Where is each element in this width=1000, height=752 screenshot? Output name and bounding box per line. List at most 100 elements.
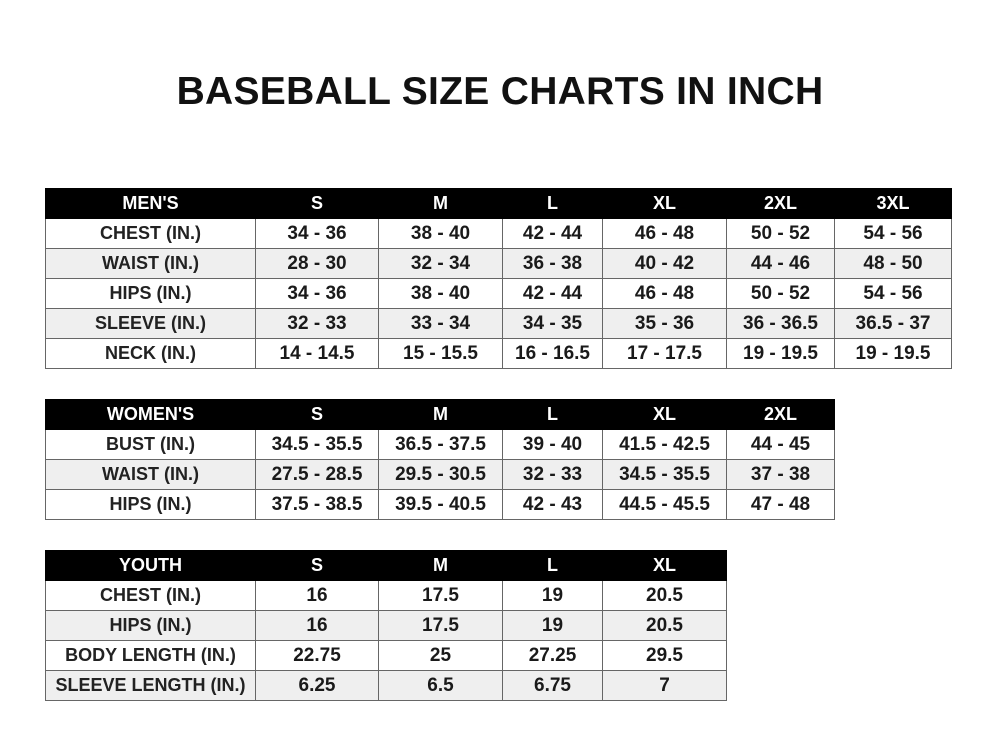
measurement-cell: 46 - 48: [602, 218, 727, 249]
measurement-cell: 33 - 34: [378, 308, 503, 339]
row-label: CHEST (IN.): [45, 580, 256, 611]
table-row: BUST (IN.) 34.5 - 35.5 36.5 - 37.5 39 - 40 4…: [45, 429, 835, 460]
size-header: M: [378, 188, 503, 219]
table-row: NECK (IN.) 14 - 14.5 15 - 15.5 16 - 16.5 17 …: [45, 338, 952, 369]
size-header: M: [378, 550, 503, 581]
table-row: BODY LENGTH (IN.) 22.75 25 27.25 29.5: [45, 640, 727, 671]
measurement-cell: 38 - 40: [378, 218, 503, 249]
row-label: HIPS (IN.): [45, 610, 256, 641]
measurement-cell: 44 - 46: [726, 248, 835, 279]
row-label: SLEEVE LENGTH (IN.): [45, 670, 256, 701]
header-row: MEN'S S M L XL 2XL 3XL: [45, 188, 952, 219]
measurement-cell: 42 - 44: [502, 218, 603, 249]
measurement-cell: 32 - 33: [502, 459, 603, 490]
measurement-cell: 34.5 - 35.5: [602, 459, 727, 490]
page-title: BASEBALL SIZE CHARTS IN INCH: [176, 70, 824, 113]
measurement-cell: 48 - 50: [834, 248, 952, 279]
measurement-cell: 27.25: [502, 640, 603, 671]
measurement-cell: 36.5 - 37.5: [378, 429, 503, 460]
table-row: HIPS (IN.) 37.5 - 38.5 39.5 - 40.5 42 - 43 4…: [45, 489, 835, 520]
row-label: NECK (IN.): [45, 338, 256, 369]
row-label: WAIST (IN.): [45, 248, 256, 279]
measurement-cell: 19 - 19.5: [726, 338, 835, 369]
measurement-cell: 47 - 48: [726, 489, 835, 520]
womens-size-table: WOMEN'S S M L XL 2XL BUST (IN.) 34.5 - 35.5 36.5…: [45, 399, 835, 520]
measurement-cell: 27.5 - 28.5: [255, 459, 379, 490]
category-header: YOUTH: [45, 550, 256, 581]
table-row: CHEST (IN.) 16 17.5 19 20.5: [45, 580, 727, 611]
measurement-cell: 39 - 40: [502, 429, 603, 460]
size-header: L: [502, 188, 603, 219]
table-row: CHEST (IN.) 34 - 36 38 - 40 42 - 44 46 - 48 5…: [45, 218, 952, 249]
table-row: HIPS (IN.) 16 17.5 19 20.5: [45, 610, 727, 641]
row-label: BODY LENGTH (IN.): [45, 640, 256, 671]
measurement-cell: 22.75: [255, 640, 379, 671]
measurement-cell: 17 - 17.5: [602, 338, 727, 369]
measurement-cell: 34 - 36: [255, 218, 379, 249]
measurement-cell: 17.5: [378, 610, 503, 641]
measurement-cell: 50 - 52: [726, 278, 835, 309]
table-row: WAIST (IN.) 27.5 - 28.5 29.5 - 30.5 32 - 33…: [45, 459, 835, 490]
size-header: S: [255, 399, 379, 430]
measurement-cell: 17.5: [378, 580, 503, 611]
measurement-cell: 7: [602, 670, 727, 701]
size-header: 3XL: [834, 188, 952, 219]
header-row: YOUTH S M L XL: [45, 550, 727, 581]
header-row: WOMEN'S S M L XL 2XL: [45, 399, 835, 430]
measurement-cell: 6.25: [255, 670, 379, 701]
table-row: SLEEVE (IN.) 32 - 33 33 - 34 34 - 35 35 - 36…: [45, 308, 952, 339]
row-label: SLEEVE (IN.): [45, 308, 256, 339]
measurement-cell: 40 - 42: [602, 248, 727, 279]
category-header: MEN'S: [45, 188, 256, 219]
measurement-cell: 20.5: [602, 580, 727, 611]
measurement-cell: 34 - 35: [502, 308, 603, 339]
table-row: WAIST (IN.) 28 - 30 32 - 34 36 - 38 40 - 42 4…: [45, 248, 952, 279]
measurement-cell: 16: [255, 580, 379, 611]
measurement-cell: 41.5 - 42.5: [602, 429, 727, 460]
measurement-cell: 6.75: [502, 670, 603, 701]
size-header: XL: [602, 188, 727, 219]
measurement-cell: 39.5 - 40.5: [378, 489, 503, 520]
row-label: CHEST (IN.): [45, 218, 256, 249]
size-header: XL: [602, 550, 727, 581]
table-row: HIPS (IN.) 34 - 36 38 - 40 42 - 44 46 - 48 50…: [45, 278, 952, 309]
measurement-cell: 19 - 19.5: [834, 338, 952, 369]
measurement-cell: 29.5: [602, 640, 727, 671]
measurement-cell: 42 - 44: [502, 278, 603, 309]
measurement-cell: 16 - 16.5: [502, 338, 603, 369]
size-header: M: [378, 399, 503, 430]
measurement-cell: 36 - 38: [502, 248, 603, 279]
measurement-cell: 28 - 30: [255, 248, 379, 279]
measurement-cell: 50 - 52: [726, 218, 835, 249]
measurement-cell: 34.5 - 35.5: [255, 429, 379, 460]
measurement-cell: 19: [502, 580, 603, 611]
size-header: S: [255, 550, 379, 581]
measurement-cell: 54 - 56: [834, 218, 952, 249]
measurement-cell: 38 - 40: [378, 278, 503, 309]
measurement-cell: 6.5: [378, 670, 503, 701]
measurement-cell: 37.5 - 38.5: [255, 489, 379, 520]
row-label: WAIST (IN.): [45, 459, 256, 490]
row-label: HIPS (IN.): [45, 278, 256, 309]
row-label: BUST (IN.): [45, 429, 256, 460]
measurement-cell: 42 - 43: [502, 489, 603, 520]
measurement-cell: 32 - 34: [378, 248, 503, 279]
measurement-cell: 35 - 36: [602, 308, 727, 339]
size-header: L: [502, 550, 603, 581]
size-header: S: [255, 188, 379, 219]
measurement-cell: 29.5 - 30.5: [378, 459, 503, 490]
table-row: SLEEVE LENGTH (IN.) 6.25 6.5 6.75 7: [45, 670, 727, 701]
measurement-cell: 16: [255, 610, 379, 641]
measurement-cell: 19: [502, 610, 603, 641]
measurement-cell: 25: [378, 640, 503, 671]
youth-size-table: YOUTH S M L XL CHEST (IN.) 16 17.5 19 20.5 HIPS (I…: [45, 550, 727, 701]
mens-size-table: MEN'S S M L XL 2XL 3XL CHEST (IN.) 34 - 36 38 - 4…: [45, 188, 952, 369]
measurement-cell: 44 - 45: [726, 429, 835, 460]
measurement-cell: 36.5 - 37: [834, 308, 952, 339]
measurement-cell: 20.5: [602, 610, 727, 641]
size-header: XL: [602, 399, 727, 430]
row-label: HIPS (IN.): [45, 489, 256, 520]
measurement-cell: 14 - 14.5: [255, 338, 379, 369]
measurement-cell: 44.5 - 45.5: [602, 489, 727, 520]
size-header: L: [502, 399, 603, 430]
